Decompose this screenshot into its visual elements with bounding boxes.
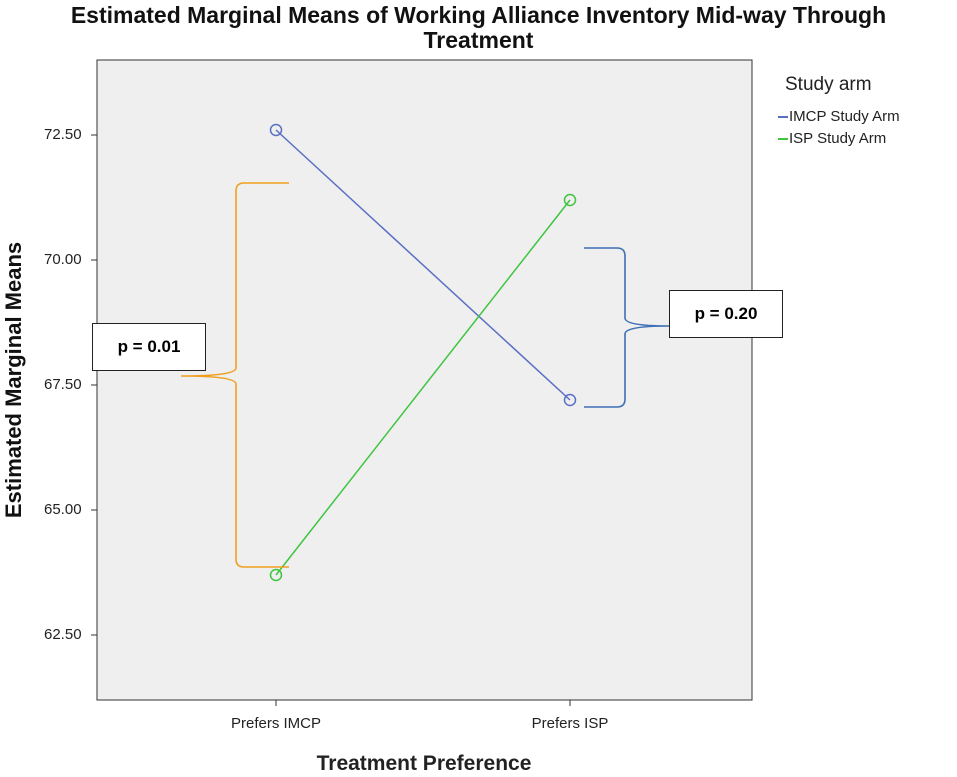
chart-title-line-1: Estimated Marginal Means of Working Alli… <box>70 2 887 28</box>
x-axis <box>275 700 571 706</box>
data-point <box>563 193 577 207</box>
p-value-box-left: p = 0.01 <box>92 323 206 371</box>
data-point <box>269 568 283 582</box>
chart-title-line-2: Treatment <box>423 27 534 53</box>
y-tick-label: 65.00 <box>44 501 82 518</box>
y-tick-label: 72.50 <box>44 126 82 143</box>
y-tick-label: 62.50 <box>44 626 82 643</box>
x-tick-label: Prefers IMCP <box>230 715 322 732</box>
data-point <box>563 393 577 407</box>
legend-swatch-imcp <box>778 115 788 118</box>
y-axis <box>91 134 97 636</box>
y-tick-label: 70.00 <box>44 251 82 268</box>
y-axis-label: Estimated Marginal Means <box>1 241 26 519</box>
p-value-box-right: p = 0.20 <box>669 290 783 338</box>
x-tick-label: Prefers ISP <box>531 715 609 732</box>
legend-label-imcp: IMCP Study Arm <box>789 108 900 125</box>
legend-item-isp: ISP Study Arm <box>778 130 886 147</box>
data-point <box>269 123 283 137</box>
y-tick-label: 67.50 <box>44 376 82 393</box>
series-line-imcp <box>275 129 571 401</box>
legend-swatch-isp <box>778 137 788 140</box>
legend-label-isp: ISP Study Arm <box>789 130 887 147</box>
x-axis-label: Treatment Preference <box>316 752 532 775</box>
legend-title: Study arm <box>785 74 872 95</box>
brace-left <box>180 182 289 568</box>
series-group <box>269 123 577 582</box>
legend-item-imcp: IMCP Study Arm <box>778 108 900 125</box>
plot-area <box>96 59 753 701</box>
series-line-isp <box>275 199 571 576</box>
